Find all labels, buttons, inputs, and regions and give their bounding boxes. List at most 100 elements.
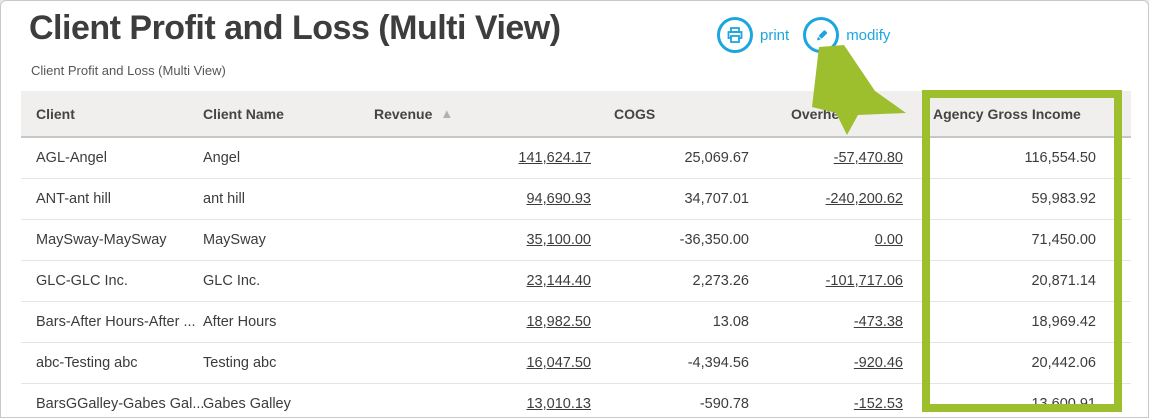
cell-agency_gross_income: 20,442.06: [903, 342, 1131, 384]
cell-agency_gross_income: 13,600.91: [903, 383, 1131, 417]
cell-overhead: -152.53: [769, 383, 903, 417]
cell-revenue: 16,047.50: [373, 342, 613, 384]
client-value: Bars-After Hours-After ...: [36, 314, 196, 330]
cell-client: BarsGGalley-Gabes Gal...: [21, 383, 204, 417]
table-row: BarsGGalley-Gabes Gal... Gabes Galley 13,0…: [21, 383, 1131, 417]
column-header-client_name[interactable]: Client Name: [203, 91, 373, 138]
client_name-value: Gabes Galley: [203, 396, 291, 412]
cell-overhead: -57,470.80: [769, 137, 903, 179]
agency_gross_income-value: 20,442.06: [1031, 355, 1096, 371]
cell-revenue: 23,144.40: [373, 260, 613, 302]
revenue-link[interactable]: 13,010.13: [526, 396, 591, 412]
printer-icon: [717, 17, 753, 53]
column-header-cogs[interactable]: COGS: [613, 91, 769, 138]
cell-client_name: Gabes Galley: [203, 383, 373, 417]
cell-cogs: 34,707.01: [613, 178, 769, 220]
profit-loss-table: Client Client Name Revenue ▲ COGS Overhead Age…: [21, 91, 1131, 417]
agency_gross_income-value: 116,554.50: [1024, 150, 1097, 166]
overhead-link[interactable]: -152.53: [853, 396, 903, 412]
cogs-value: 34,707.01: [684, 191, 749, 207]
table-header: Client Client Name Revenue ▲ COGS Overhead Age…: [21, 91, 1131, 138]
client_name-value: Angel: [203, 150, 241, 166]
sort-ascending-icon: ▲: [440, 105, 454, 121]
column-header-agency_gross_income[interactable]: Agency Gross Income: [903, 91, 1131, 138]
modify-button[interactable]: modify: [803, 17, 890, 53]
client-value: ANT-ant hill: [36, 191, 111, 207]
table-row: ANT-ant hill ant hill 94,690.93 34,707.01 -2…: [21, 178, 1131, 220]
toolbar: print modify: [717, 17, 890, 53]
overhead-link[interactable]: -473.38: [853, 314, 903, 330]
cell-client: ANT-ant hill: [21, 178, 203, 220]
cell-agency_gross_income: 18,969.42: [903, 301, 1131, 343]
overhead-link[interactable]: -101,717.06: [825, 273, 903, 289]
cell-revenue: 18,982.50: [373, 301, 613, 343]
overhead-link[interactable]: -57,470.80: [833, 150, 903, 166]
print-button-label: print: [760, 26, 790, 44]
cell-revenue: 141,624.17: [373, 137, 613, 179]
cell-cogs: 2,273.26: [613, 260, 769, 302]
cell-cogs: -590.78: [613, 383, 769, 417]
cell-client_name: After Hours: [203, 301, 373, 343]
table-row: Bars-After Hours-After ... After Hours 18,…: [21, 301, 1131, 343]
print-button[interactable]: print: [717, 17, 789, 53]
column-header-label: Agency Gross Income: [933, 105, 1081, 122]
revenue-link[interactable]: 94,690.93: [526, 191, 591, 207]
table-row: GLC-GLC Inc. GLC Inc. 23,144.40 2,273.26 -10…: [21, 260, 1131, 302]
column-header-label: Revenue: [374, 105, 433, 122]
cell-client_name: ant hill: [203, 178, 373, 220]
cell-revenue: 13,010.13: [373, 383, 613, 417]
cell-client: abc-Testing abc: [21, 342, 203, 384]
cell-overhead: -101,717.06: [769, 260, 903, 302]
cell-client_name: GLC Inc.: [203, 260, 373, 302]
overhead-link[interactable]: -240,200.62: [825, 191, 903, 207]
cell-agency_gross_income: 116,554.50: [903, 137, 1131, 179]
cell-agency_gross_income: 59,983.92: [903, 178, 1131, 220]
cell-client_name: Testing abc: [203, 342, 373, 384]
table-row: abc-Testing abc Testing abc 16,047.50 -4,39…: [21, 342, 1131, 384]
client-value: abc-Testing abc: [36, 355, 138, 371]
cell-client_name: MaySway: [203, 219, 373, 261]
column-header-overhead[interactable]: Overhead: [769, 91, 903, 138]
agency_gross_income-value: 18,969.42: [1031, 314, 1096, 330]
cell-overhead: -920.46: [769, 342, 903, 384]
revenue-link[interactable]: 35,100.00: [526, 232, 591, 248]
client-value: MaySway-MaySway: [36, 232, 167, 248]
cogs-value: 13.08: [712, 314, 749, 330]
cell-client: AGL-Angel: [21, 137, 203, 179]
cell-client: MaySway-MaySway: [21, 219, 203, 261]
revenue-link[interactable]: 141,624.17: [518, 150, 591, 166]
cell-cogs: 25,069.67: [613, 137, 769, 179]
agency_gross_income-value: 71,450.00: [1031, 232, 1096, 248]
cogs-value: 25,069.67: [684, 150, 749, 166]
pencil-icon: [803, 17, 840, 53]
page-title: Client Profit and Loss (Multi View): [29, 9, 561, 47]
revenue-link[interactable]: 16,047.50: [526, 355, 591, 371]
cell-revenue: 35,100.00: [373, 219, 613, 261]
cogs-value: 2,273.26: [692, 273, 749, 289]
client_name-value: GLC Inc.: [203, 273, 261, 289]
column-header-label: Overhead: [791, 105, 856, 122]
revenue-link[interactable]: 18,982.50: [526, 314, 591, 330]
cell-agency_gross_income: 71,450.00: [903, 219, 1131, 261]
overhead-link[interactable]: -920.46: [853, 355, 903, 371]
column-header-revenue[interactable]: Revenue ▲: [373, 91, 613, 138]
page-subtitle: Client Profit and Loss (Multi View): [31, 63, 226, 78]
column-header-label: Client Name: [203, 105, 284, 122]
cell-agency_gross_income: 20,871.14: [903, 260, 1131, 302]
column-header-client[interactable]: Client: [21, 91, 203, 138]
column-header-label: COGS: [614, 105, 656, 122]
modify-button-label: modify: [846, 26, 891, 44]
agency_gross_income-value: 59,983.92: [1031, 191, 1096, 207]
client_name-value: ant hill: [203, 191, 245, 207]
overhead-link[interactable]: 0.00: [874, 232, 903, 248]
table-row: MaySway-MaySway MaySway 35,100.00 -36,350.0…: [21, 219, 1131, 261]
cell-overhead: 0.00: [769, 219, 903, 261]
table-row: AGL-Angel Angel 141,624.17 25,069.67 -57,470…: [21, 137, 1131, 179]
agency_gross_income-value: 13,600.91: [1031, 396, 1096, 412]
column-header-label: Client: [36, 105, 75, 122]
revenue-link[interactable]: 23,144.40: [526, 273, 591, 289]
cell-revenue: 94,690.93: [373, 178, 613, 220]
cogs-value: -4,394.56: [687, 355, 749, 371]
client-value: AGL-Angel: [36, 150, 107, 166]
